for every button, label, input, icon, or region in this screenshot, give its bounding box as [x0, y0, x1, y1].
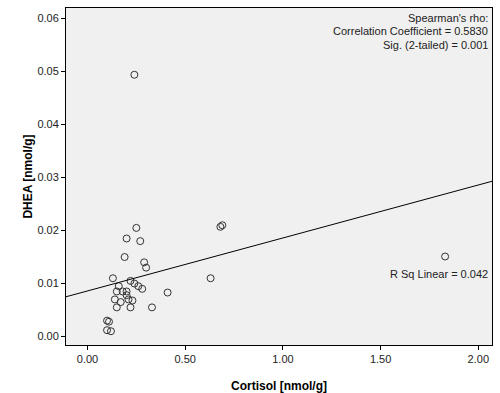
svg-text:Sig. (2-tailed) = 0.001: Sig. (2-tailed) = 0.001 [383, 39, 488, 51]
svg-text:0.00: 0.00 [37, 330, 58, 342]
svg-text:R Sq Linear = 0.042: R Sq Linear = 0.042 [390, 268, 488, 280]
svg-text:0.01: 0.01 [37, 277, 58, 289]
svg-text:Spearman's rho:: Spearman's rho: [408, 12, 488, 24]
svg-text:1.00: 1.00 [272, 353, 293, 365]
svg-text:0.05: 0.05 [37, 65, 58, 77]
svg-text:0.00: 0.00 [77, 353, 98, 365]
svg-text:0.06: 0.06 [37, 12, 58, 24]
svg-text:0.04: 0.04 [37, 118, 58, 130]
svg-text:0.03: 0.03 [37, 171, 58, 183]
svg-text:1.50: 1.50 [370, 353, 391, 365]
svg-text:0.50: 0.50 [174, 353, 195, 365]
svg-text:Cortisol [nmol/g]: Cortisol [nmol/g] [231, 379, 327, 393]
svg-text:0.02: 0.02 [37, 224, 58, 236]
svg-text:DHEA [nmol/g]: DHEA [nmol/g] [21, 134, 35, 218]
svg-text:Correlation Coefficient = 0.58: Correlation Coefficient = 0.5830 [333, 25, 488, 37]
svg-text:2.00: 2.00 [468, 353, 489, 365]
